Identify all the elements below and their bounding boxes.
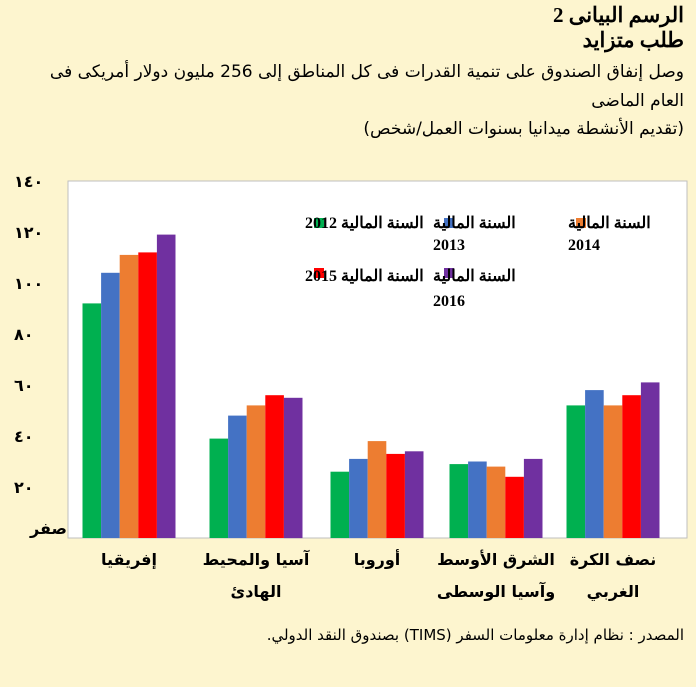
y-tick-label: صفر bbox=[29, 519, 67, 538]
legend-swatch bbox=[314, 218, 324, 228]
bar bbox=[449, 464, 469, 538]
bar bbox=[138, 252, 157, 538]
bar bbox=[622, 395, 641, 538]
category-label: الغربي bbox=[587, 582, 640, 602]
bar bbox=[505, 476, 524, 538]
category-label: نصف الكرة bbox=[570, 550, 657, 569]
y-tick-label: ٦٠ bbox=[14, 376, 34, 395]
bar bbox=[603, 405, 623, 538]
category-label: آسيا والمحيط bbox=[203, 549, 310, 569]
y-tick-label: ١٢٠ bbox=[14, 223, 43, 242]
bar bbox=[566, 405, 586, 538]
bar bbox=[82, 303, 102, 538]
bar bbox=[209, 438, 229, 538]
y-tick-label: ٢٠ bbox=[14, 478, 34, 497]
bar bbox=[330, 471, 350, 538]
category-label: الهادئ bbox=[231, 582, 282, 601]
legend-label: السنة المالية bbox=[433, 268, 516, 285]
bar bbox=[101, 272, 120, 538]
figure-label: الرسم البيانى 2 bbox=[552, 3, 684, 27]
bar bbox=[386, 453, 405, 538]
legend-label: 2013 bbox=[433, 237, 465, 254]
legend-label: 2014 bbox=[568, 237, 600, 254]
source-note: المصدر : نظام إدارة معلومات السفر (TIMS)… bbox=[266, 626, 684, 644]
bar bbox=[404, 451, 424, 538]
category-label: الشرق الأوسط bbox=[437, 550, 555, 569]
y-tick-label: ٤٠ bbox=[14, 427, 34, 446]
bar bbox=[265, 395, 284, 538]
legend-swatch bbox=[314, 268, 324, 278]
legend-swatch bbox=[576, 218, 586, 228]
chart-subtitle: وصل إنفاق الصندوق على تنمية القدرات فى ك… bbox=[49, 62, 684, 111]
bar bbox=[349, 458, 368, 538]
bar bbox=[523, 458, 543, 538]
legend-swatch bbox=[444, 218, 454, 228]
bar bbox=[367, 441, 387, 538]
bar bbox=[119, 254, 139, 538]
category-label: إفريقيا bbox=[101, 550, 157, 569]
legend-swatch bbox=[444, 268, 454, 278]
legend-label: السنة المالية bbox=[568, 215, 651, 232]
legend-label: السنة المالية bbox=[433, 215, 516, 232]
legend-label: السنة المالية 2012 bbox=[305, 215, 424, 232]
chart-unit: (تقديم الأنشطة ميدانيا بسنوات العمل/شخص) bbox=[363, 119, 684, 139]
chart-header: الرسم البيانى 2 طلب متزايد وصل إنفاق الص… bbox=[14, 0, 684, 142]
chart-title: طلب متزايد bbox=[582, 28, 684, 52]
legend-label: 2016 bbox=[433, 293, 465, 310]
bar bbox=[486, 466, 506, 538]
y-tick-label: ٨٠ bbox=[14, 325, 34, 344]
bar bbox=[228, 415, 247, 538]
y-tick-label: ١٠٠ bbox=[14, 274, 43, 293]
bar bbox=[246, 405, 266, 538]
bar bbox=[640, 382, 660, 538]
legend-label: السنة المالية 2015 bbox=[305, 268, 424, 285]
y-tick-label: ١٤٠ bbox=[14, 172, 43, 191]
category-label: أوروبا bbox=[354, 549, 401, 569]
bar bbox=[156, 234, 176, 538]
category-label: وآسيا الوسطى bbox=[437, 581, 555, 601]
bar bbox=[468, 461, 487, 538]
bar bbox=[283, 397, 303, 539]
bar bbox=[585, 390, 604, 538]
